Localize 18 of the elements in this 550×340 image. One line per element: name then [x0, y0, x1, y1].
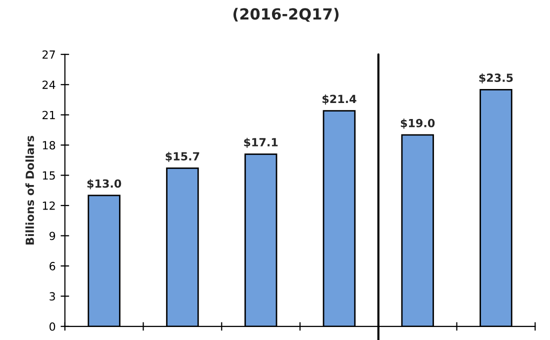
y-tick-label: 0: [50, 322, 56, 331]
data-label: $23.5: [479, 73, 513, 84]
y-tick-label: 6: [50, 262, 56, 270]
data-label: $21.4: [322, 94, 356, 105]
data-label: $13.0: [87, 179, 122, 190]
y-tick-label: 9: [50, 232, 56, 240]
y-axis-title: Billions of Dollars: [25, 136, 34, 244]
data-label: $17.1: [244, 138, 278, 148]
y-tick-label: 3: [50, 292, 55, 301]
y-tick-label: 27: [42, 50, 55, 59]
y-tick-label: 21: [42, 110, 55, 120]
y-tick-label: 12: [42, 201, 55, 210]
data-label: $19.0: [400, 118, 435, 129]
chart-title: (2016-2Q17): [233, 8, 339, 22]
y-tick-label: 24: [42, 80, 56, 89]
y-tick-label: 15: [42, 171, 55, 180]
y-tick-label: 18: [42, 141, 56, 150]
data-label: $15.7: [166, 152, 200, 162]
